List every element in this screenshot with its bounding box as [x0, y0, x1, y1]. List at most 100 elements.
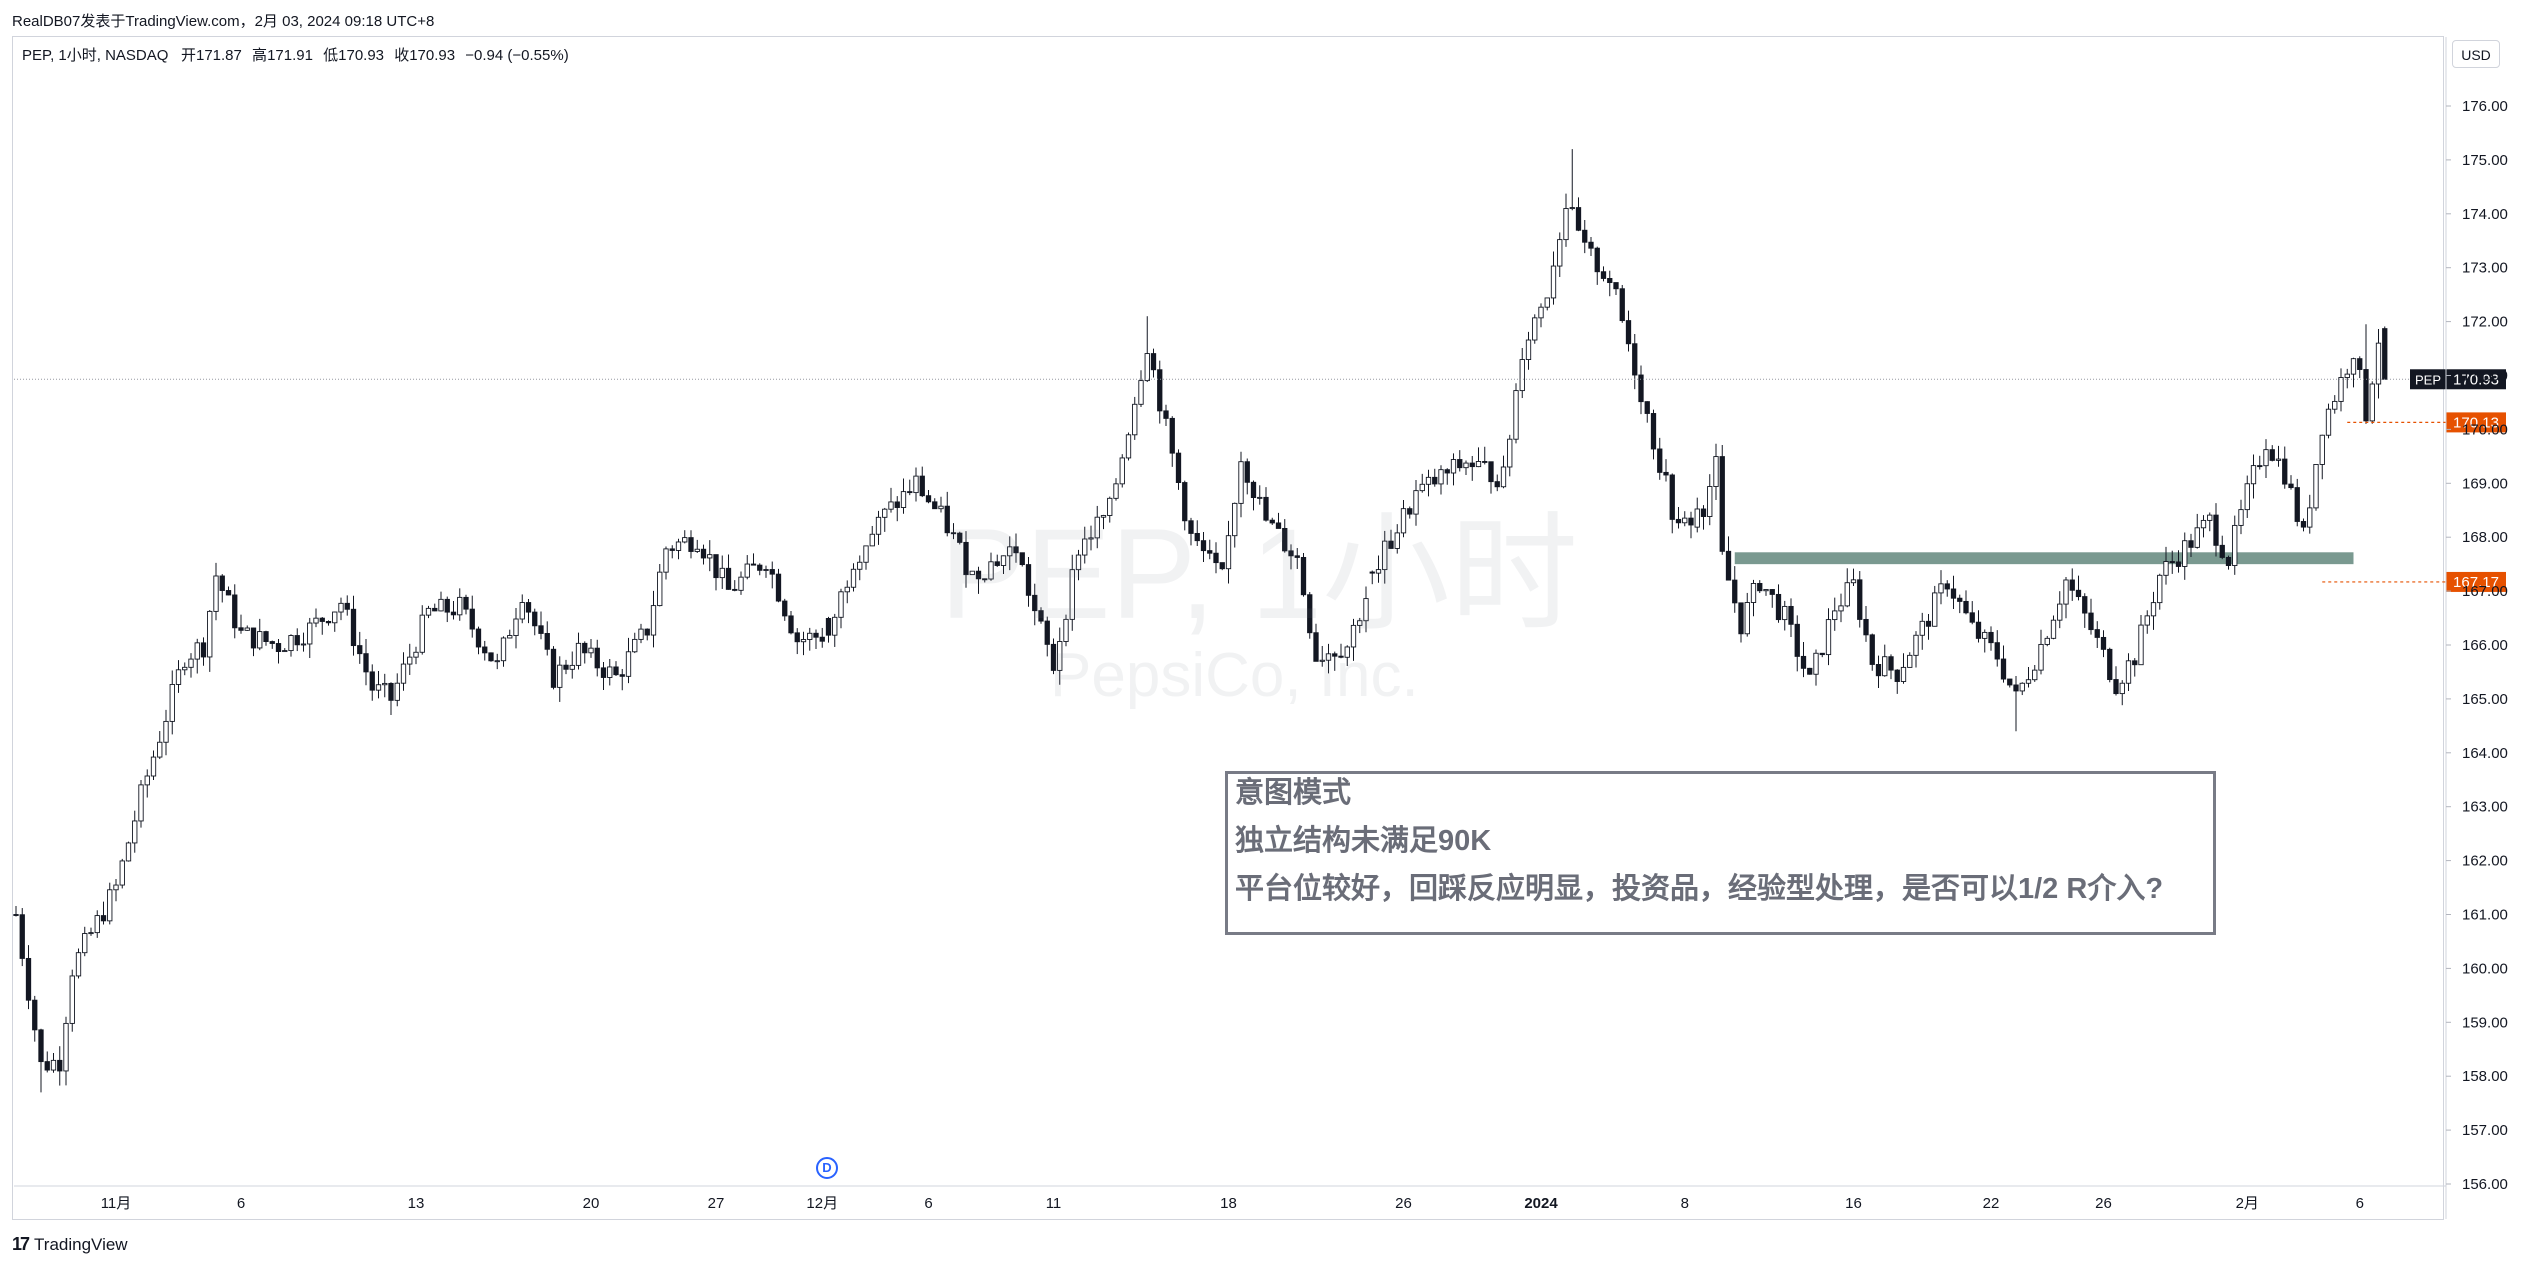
- candle: [1900, 653, 1907, 684]
- candle-body: [2094, 629, 2100, 638]
- price-tick-label: 173.00: [2462, 260, 2508, 277]
- candle-body: [1575, 207, 1582, 231]
- time-tick-label: 11月: [101, 1195, 132, 1212]
- candle: [1588, 236, 1594, 257]
- candle-body: [282, 650, 288, 653]
- candle-body: [1582, 229, 1588, 243]
- tradingview-logo[interactable]: 17 TradingView: [12, 1234, 128, 1255]
- currency-button[interactable]: USD: [2452, 40, 2500, 68]
- candle: [1682, 511, 1688, 527]
- candle: [607, 658, 613, 686]
- candle: [132, 810, 138, 853]
- candle-body: [1250, 481, 1257, 499]
- candle: [1494, 474, 1500, 492]
- candle: [1213, 542, 1219, 574]
- candle-body: [2038, 643, 2044, 671]
- candle: [1732, 566, 1738, 613]
- candle-body: [969, 570, 975, 576]
- dividend-event-marker[interactable]: D: [816, 1157, 838, 1179]
- candle-body: [1050, 643, 1057, 671]
- candle-body: [744, 563, 750, 578]
- candle-body: [857, 561, 863, 570]
- chart-frame[interactable]: [12, 36, 2444, 1220]
- legend-open-label: 开: [180, 47, 196, 64]
- candle-body: [1844, 582, 1850, 607]
- candle-body: [1025, 564, 1032, 596]
- candle: [257, 618, 263, 651]
- candle: [1375, 555, 1382, 583]
- candle: [2069, 568, 2075, 601]
- candle-body: [550, 648, 557, 688]
- candle-body: [2325, 408, 2332, 436]
- candle-body: [800, 639, 807, 643]
- candle-body: [369, 671, 375, 691]
- candle-body: [807, 632, 813, 640]
- candle-body: [463, 596, 469, 610]
- annotation-box[interactable]: 意图模式 独立结构未满足90K 平台位较好，回踩反应明显，投资品，经验型处理，是…: [1225, 771, 2216, 935]
- candle: [938, 496, 944, 513]
- candle: [1250, 480, 1257, 511]
- candle-body: [2057, 603, 2063, 621]
- candle-body: [1507, 438, 1513, 468]
- candle: [1994, 630, 2000, 667]
- candle: [1713, 443, 1719, 500]
- candle-body: [2194, 527, 2200, 548]
- candle: [2275, 445, 2282, 467]
- candle: [225, 586, 232, 596]
- candle: [2150, 591, 2157, 630]
- candle: [1782, 600, 1788, 631]
- candle: [444, 596, 450, 623]
- candle-body: [1413, 490, 1419, 515]
- candle: [1294, 548, 1300, 569]
- candle-body: [1819, 652, 1825, 656]
- candle-body: [2357, 358, 2363, 370]
- candle: [625, 637, 632, 684]
- candle: [1619, 284, 1625, 323]
- candle: [2107, 647, 2113, 683]
- candle: [244, 625, 250, 631]
- candle: [1650, 409, 1657, 460]
- candle: [263, 630, 269, 646]
- candle: [1207, 539, 1213, 560]
- candle-body: [1463, 462, 1469, 469]
- candle: [2319, 434, 2325, 480]
- candle: [1850, 568, 1857, 587]
- candle-body: [525, 602, 532, 613]
- candle: [1313, 623, 1319, 662]
- candle: [1000, 555, 1007, 575]
- price-tick-label: 159.00: [2462, 1014, 2508, 1031]
- candle-body: [1894, 669, 1900, 682]
- candle-body: [994, 561, 1000, 566]
- candle-body: [738, 576, 744, 591]
- candle-body: [600, 667, 607, 678]
- candle: [1800, 642, 1807, 678]
- candle: [1738, 602, 1744, 643]
- legend-close: 170.93: [409, 47, 456, 64]
- candle-body: [350, 608, 357, 647]
- candle-body: [1525, 339, 1532, 360]
- candle-body: [2344, 373, 2350, 378]
- candle: [2332, 395, 2338, 414]
- candle-body: [2382, 328, 2388, 380]
- candle-body: [700, 548, 707, 559]
- candle: [1482, 446, 1488, 465]
- candle-body: [1775, 593, 1782, 621]
- candle: [2344, 368, 2350, 389]
- candle-body: [2019, 682, 2025, 692]
- candle: [382, 673, 388, 698]
- candle: [1475, 447, 1482, 468]
- candle: [1625, 310, 1632, 352]
- candle-body: [1982, 631, 1988, 639]
- candle-body: [507, 635, 513, 639]
- candle-body: [1244, 461, 1250, 483]
- candle-body: [1325, 653, 1332, 661]
- candle-body: [138, 784, 144, 822]
- candle-body: [1600, 271, 1607, 279]
- candle-body: [2332, 400, 2338, 410]
- candle-body: [2132, 660, 2138, 666]
- publisher-line: RealDB07发表于TradingView.com，2月 03, 2024 0…: [12, 13, 435, 30]
- candle-body: [2088, 612, 2094, 631]
- candle-body: [588, 647, 594, 654]
- candle: [1844, 568, 1850, 608]
